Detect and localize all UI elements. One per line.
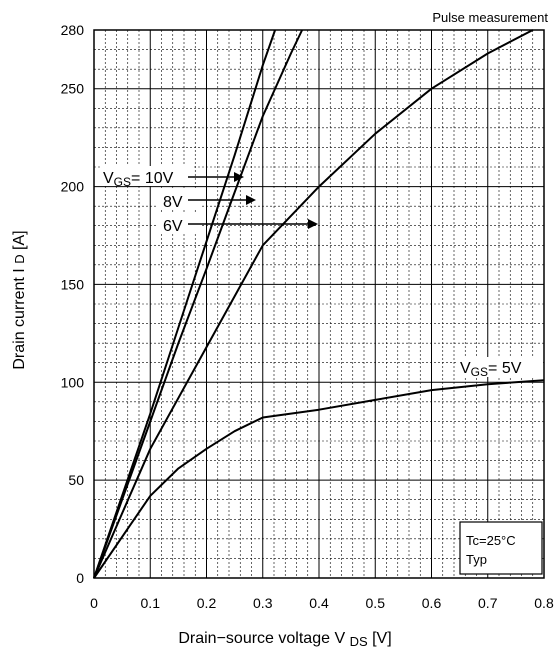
major-grid: [94, 30, 544, 578]
y-tick-label: 50: [68, 472, 84, 488]
condition-box: [459, 521, 543, 575]
arrow-10v-head: [234, 172, 244, 182]
series-line-8v: [93, 29, 304, 579]
series-line-6v: [93, 29, 534, 579]
vgs-8v-label: 8V: [163, 194, 183, 211]
x-tick-label: 0: [90, 595, 98, 611]
x-tick-label: 0.2: [197, 595, 217, 611]
x-tick-label: 0.5: [366, 595, 386, 611]
arrow-8v-head: [246, 195, 256, 205]
arrow-6v-head: [308, 219, 318, 229]
x-tick-label: 0.4: [309, 595, 329, 611]
series-lines: [93, 29, 545, 579]
x-axis-label: Drain−source voltage V DS [V]: [178, 630, 391, 649]
y-tick-label: 0: [76, 570, 84, 586]
plot-frame: [93, 29, 545, 579]
x-tick-label: 0.6: [422, 595, 442, 611]
series-line-10v: [93, 29, 277, 579]
x-tick-label: 0.7: [478, 595, 498, 611]
label-6v-bg: [158, 214, 200, 234]
y-tick-label: 250: [61, 81, 85, 97]
tc-condition: Tc=25°C: [466, 533, 516, 548]
y-tick-label: 150: [61, 276, 85, 292]
label-5v-bg: [458, 357, 543, 377]
vgs-10v-label: VGS= 10V: [103, 170, 174, 189]
y-tick-label: 280: [61, 22, 85, 38]
x-tick-labels: 0 0.1 0.2 0.3 0.4 0.5 0.6 0.7 0.8: [90, 595, 554, 611]
series-line-5v: [93, 379, 545, 579]
y-tick-label: 200: [61, 179, 85, 195]
typ-condition: Typ: [466, 552, 487, 567]
x-tick-label: 0.1: [141, 595, 161, 611]
x-tick-label: 0.8: [534, 595, 554, 611]
label-8v-bg: [158, 190, 200, 210]
y-tick-label: 100: [61, 374, 85, 390]
vgs-6v-label: 6V: [163, 218, 183, 235]
y-axis-label: Drain current I D [A]: [11, 230, 28, 369]
label-10v-bg: [102, 166, 194, 186]
vgs-5v-label: VGS= 5V: [460, 360, 522, 379]
x-tick-label: 0.3: [253, 595, 273, 611]
pulse-measurement-note: Pulse measurement: [432, 10, 548, 25]
y-tick-labels: 0 50 100 150 200 250 280: [61, 22, 85, 586]
